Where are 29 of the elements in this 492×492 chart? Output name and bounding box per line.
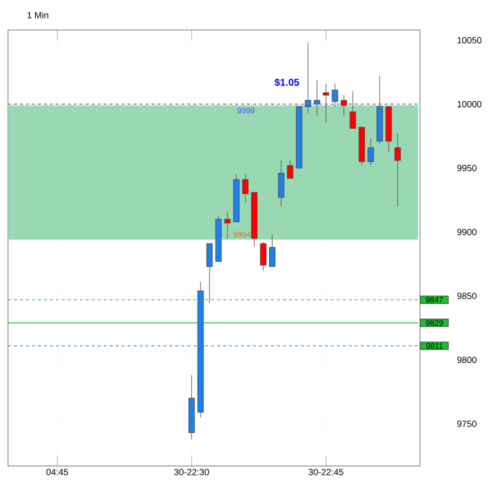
candlestick [394, 133, 401, 207]
candlestick [269, 234, 276, 267]
annotation: $1.05 [274, 78, 300, 86]
candlestick [260, 242, 266, 271]
candlestick [385, 106, 392, 152]
candlestick [188, 374, 195, 440]
chart-title: 1 Min [28, 12, 48, 18]
candlestick [278, 160, 284, 207]
y-tick-label: 10050 [458, 37, 482, 44]
y-tick-label: 9800 [457, 356, 476, 364]
candlestick [197, 282, 204, 418]
candlestick [358, 126, 365, 166]
y-tick-label: 9750 [457, 420, 476, 427]
candlestick [206, 243, 213, 303]
y-tick-label: 9850 [457, 292, 476, 300]
x-tick-label: 30-22:30 [174, 468, 209, 476]
y-tick-label: 9900 [457, 228, 476, 236]
y-tick-label: 10000 [458, 100, 482, 108]
candlestick [215, 216, 222, 262]
candlestick [296, 106, 302, 168]
candlestick [242, 174, 249, 203]
x-tick-label: 30-22:45 [308, 468, 344, 476]
y-tick-label: 9950 [457, 164, 476, 172]
candlestick [368, 138, 374, 166]
candlestick [251, 192, 258, 246]
x-tick-label: 04:45 [46, 468, 68, 476]
candlestick [233, 174, 240, 222]
candlestick [286, 160, 294, 179]
candlestick [224, 211, 231, 239]
